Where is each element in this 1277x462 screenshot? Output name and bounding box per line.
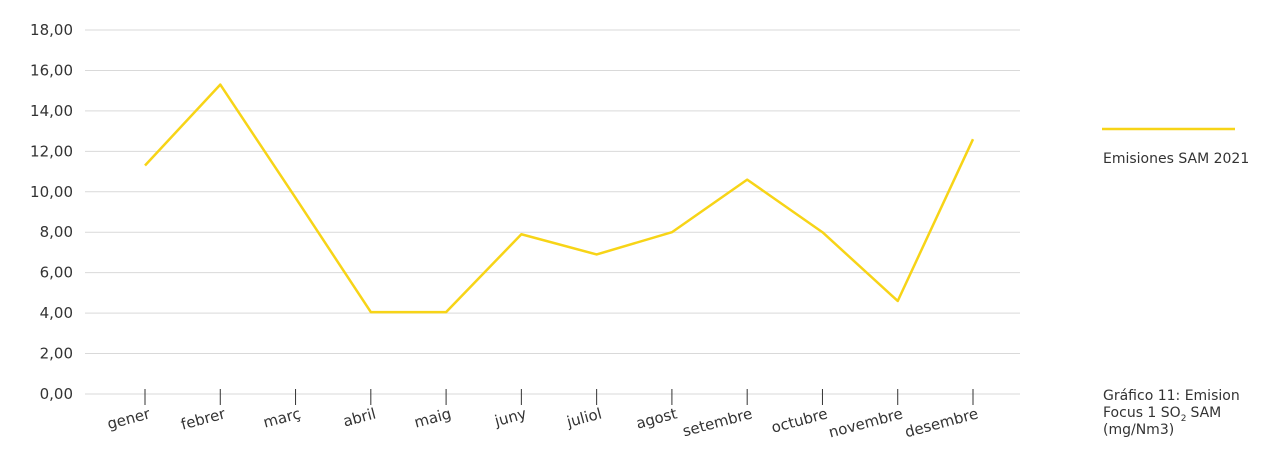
legend-label: Emisiones SAM 2021 xyxy=(1103,151,1249,167)
caption-line: Gráfico 11: Emision xyxy=(1103,388,1240,404)
y-tick-label: 10,00 xyxy=(30,183,73,201)
caption-text: SAM xyxy=(1190,405,1221,421)
y-tick-label: 14,00 xyxy=(30,102,73,120)
x-tick-label: juny xyxy=(492,404,529,430)
x-tick-label: gener xyxy=(105,404,153,433)
caption-subscript: 2 xyxy=(1181,414,1187,424)
y-tick-label: 12,00 xyxy=(30,142,73,160)
x-tick-label: febrer xyxy=(179,404,228,433)
x-tick-label: desembre xyxy=(903,404,980,441)
y-tick-label: 6,00 xyxy=(40,264,73,282)
y-tick-label: 16,00 xyxy=(30,61,73,79)
x-tick-label: maig xyxy=(412,404,453,431)
y-tick-label: 8,00 xyxy=(40,223,73,241)
x-tick-label: novembre xyxy=(827,404,905,441)
x-tick-label: abril xyxy=(341,404,378,430)
y-tick-label: 2,00 xyxy=(40,345,73,363)
x-tick-label: març xyxy=(261,404,302,431)
x-tick-label: setembre xyxy=(681,404,755,440)
x-tick-label: juliol xyxy=(564,404,604,431)
y-tick-label: 0,00 xyxy=(40,385,73,403)
caption-line: (mg/Nm3) xyxy=(1103,422,1174,438)
x-tick-label: agost xyxy=(634,404,679,432)
data-line xyxy=(144,83,975,314)
y-tick-label: 4,00 xyxy=(40,304,73,322)
caption-text: Focus 1 SO xyxy=(1103,405,1181,421)
caption-line: Focus 1 SO2 SAM xyxy=(1103,405,1221,424)
x-tick-label: octubre xyxy=(769,404,829,436)
y-tick-label: 18,00 xyxy=(30,21,73,39)
